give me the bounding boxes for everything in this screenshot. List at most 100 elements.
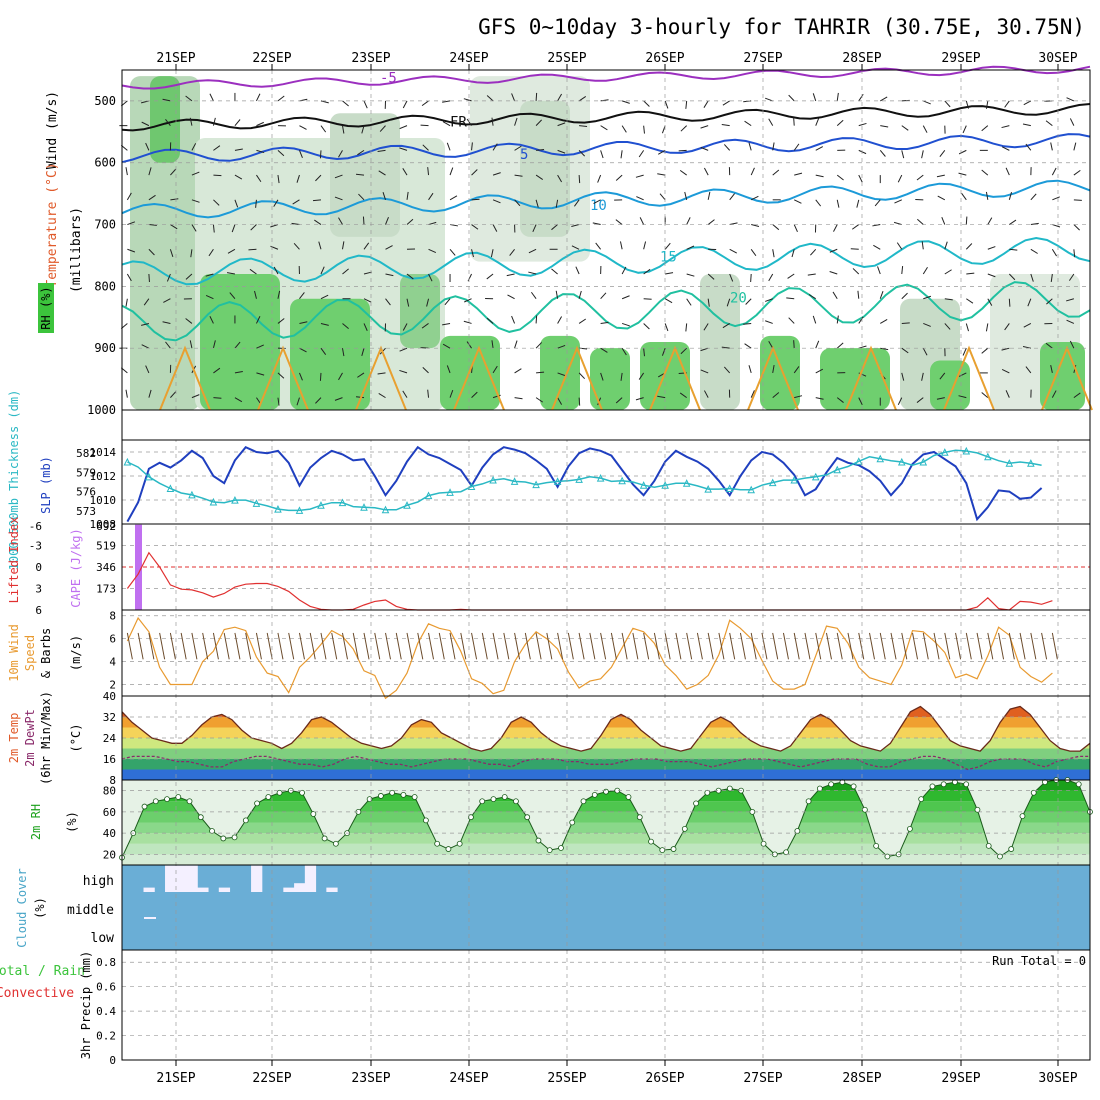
wind10-barb (137, 632, 144, 660)
contour-label: 20 (730, 291, 747, 307)
rh-blob (700, 274, 740, 410)
wind10-barb (858, 632, 865, 660)
wind10-barb (632, 632, 639, 660)
wind-barb (1051, 390, 1057, 398)
contour-line (121, 179, 1091, 219)
wind-barb (446, 365, 451, 374)
wind-barb (402, 323, 408, 331)
tick-label: 582 (76, 447, 96, 460)
wind-barb (877, 266, 881, 275)
wind-barb (166, 273, 171, 282)
wind-barb (377, 372, 386, 375)
axis-label: (6hr Min/Max) (39, 691, 53, 785)
wind10-barb (1041, 632, 1048, 660)
axis-label: Cloud Cover (15, 868, 29, 947)
wind-barb (707, 298, 710, 307)
wind-barb (1052, 224, 1061, 228)
wind-barb (836, 397, 844, 403)
wind-barb (810, 248, 817, 256)
wind-barb (661, 348, 666, 356)
wind-barb (557, 397, 563, 405)
wind-barb (256, 174, 262, 183)
rh-point (546, 847, 553, 854)
thickness-point (639, 481, 648, 489)
rh-point (400, 791, 407, 798)
wind-barb (442, 322, 451, 326)
wind-barb (788, 94, 795, 102)
rh-point (513, 798, 519, 805)
rh-point (974, 806, 981, 813)
rh-point (963, 781, 970, 788)
wind-barb (721, 124, 730, 127)
axis-label: Lifted Index (7, 517, 21, 604)
axis-label: Temperature (°C) (45, 162, 60, 287)
wind-barb (923, 295, 932, 300)
thickness-point (360, 503, 368, 511)
rh-point (411, 794, 418, 800)
wind10-barb (320, 632, 327, 660)
wind-barb (643, 298, 652, 300)
cloud-high-bar (197, 887, 209, 892)
wind-barb (836, 92, 839, 101)
rh-point (569, 819, 576, 826)
wind-barb (532, 224, 537, 233)
wind-barb (815, 118, 820, 126)
wind-barb (597, 174, 602, 183)
wind-barb (471, 249, 474, 258)
wind-barb (357, 149, 365, 156)
tick-label: 1010 (90, 494, 117, 507)
thickness-point (876, 454, 885, 463)
wind10-barb (643, 632, 650, 660)
rh-point (332, 840, 339, 847)
date-label-top: 22SEP (252, 51, 291, 66)
wind10-barb (1051, 632, 1058, 660)
wind-barb (1001, 146, 1010, 151)
slp-line (126, 445, 1043, 523)
rh-point (603, 788, 609, 795)
temp-band (122, 738, 1090, 749)
wind10-barb (879, 632, 886, 660)
date-label-top: 26SEP (645, 51, 684, 66)
wind-barb (680, 347, 688, 355)
wind-barb (939, 150, 946, 157)
wind-barb (145, 365, 150, 374)
wind-barb (686, 298, 692, 306)
wind-barb (514, 199, 521, 207)
wind-barb (255, 316, 261, 324)
wind-barb (557, 93, 563, 102)
wind-barb (299, 347, 307, 353)
thickness-point (790, 475, 799, 484)
rh-band (122, 843, 1090, 855)
wind-barb (363, 323, 368, 331)
wind-barb (292, 199, 300, 205)
rh-point (625, 794, 632, 800)
date-label-bottom: 30SEP (1038, 1071, 1077, 1086)
wind-barb (700, 369, 709, 374)
wind-barb (341, 125, 345, 134)
wind-barb (535, 174, 544, 180)
wind-barb (1001, 125, 1010, 129)
wind-barb (148, 389, 152, 398)
thickness-point (188, 490, 196, 499)
wind10-barb (159, 632, 166, 660)
wind-barb (535, 315, 538, 324)
rh-point (873, 842, 880, 849)
wind-barbs-upper (119, 92, 1082, 406)
tick-label: 1008 (90, 518, 117, 531)
wind-barb (600, 292, 607, 300)
wind-barb (341, 241, 345, 250)
wind-barb (664, 242, 671, 250)
rh-point (535, 837, 542, 844)
wind-barb (127, 221, 136, 226)
wind-barb (213, 174, 222, 177)
wind10-barb (417, 632, 424, 660)
wind-barb (751, 224, 760, 227)
wind10-barb (234, 632, 241, 660)
rh-point (1008, 846, 1015, 852)
wind-barb (748, 142, 752, 151)
wind10-barb (245, 632, 252, 660)
wind-barb (449, 195, 458, 201)
wind-barb (1073, 142, 1077, 151)
wind-barb (833, 224, 838, 232)
wind-barb (363, 298, 372, 303)
